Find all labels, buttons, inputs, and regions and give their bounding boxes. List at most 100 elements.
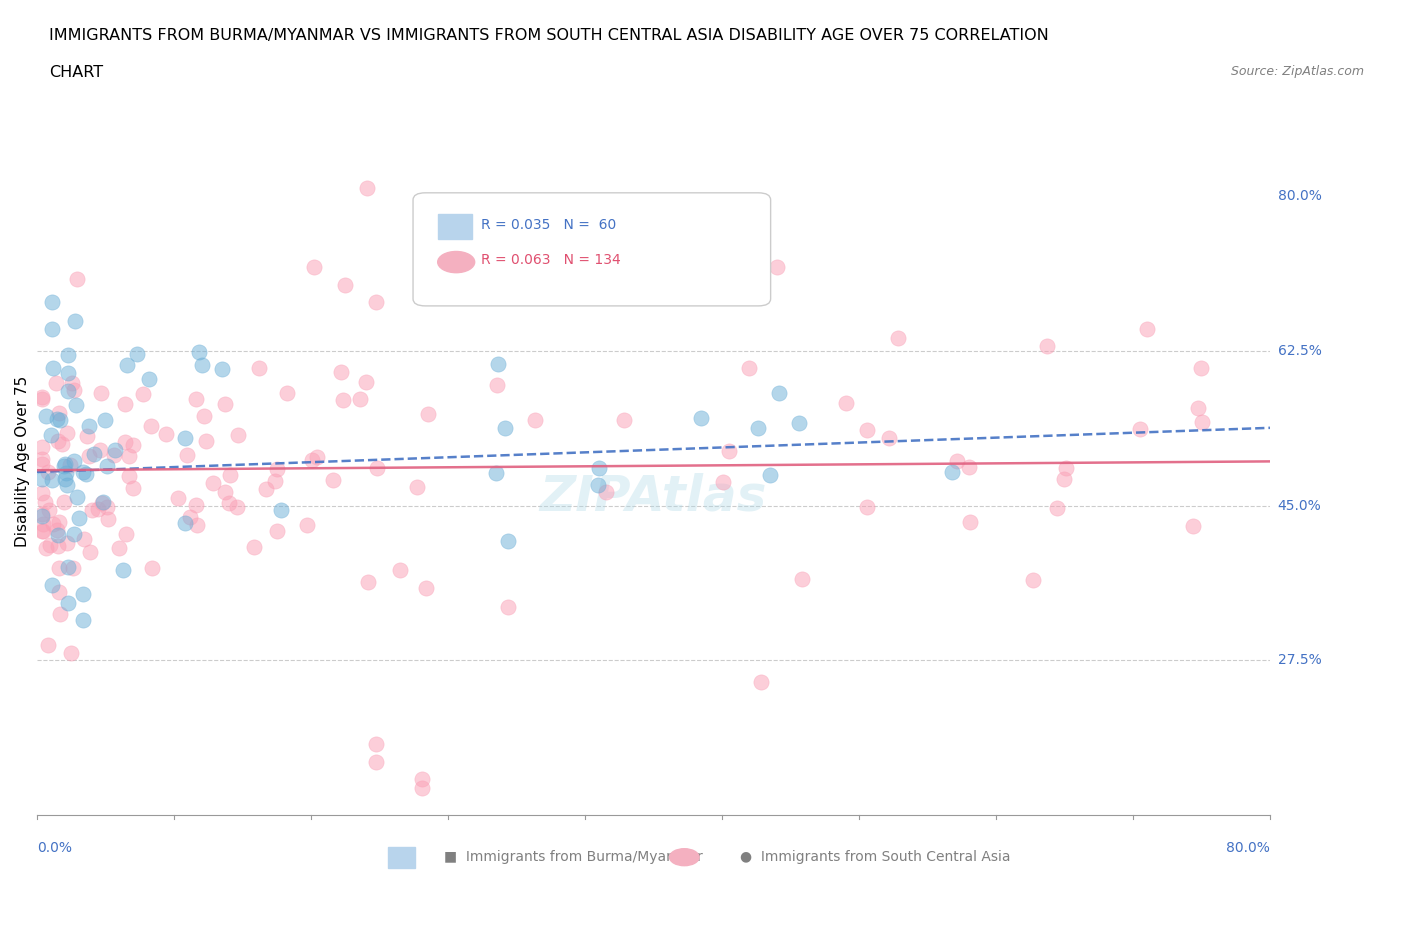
Point — [34, 540, 56, 555]
Point — [214, 485, 236, 499]
Point — [72, 465, 94, 480]
Point — [211, 361, 233, 376]
Text: Source: ZipAtlas.com: Source: ZipAtlas.com — [1230, 65, 1364, 78]
Point — [179, 510, 201, 525]
Point — [415, 581, 437, 596]
Point — [127, 347, 149, 362]
Point — [91, 494, 114, 509]
Point — [588, 460, 610, 475]
Point — [173, 431, 195, 445]
Point — [76, 429, 98, 444]
Point — [586, 478, 609, 493]
Point — [226, 499, 249, 514]
Point — [276, 385, 298, 400]
Point — [42, 517, 65, 532]
Point — [1054, 460, 1077, 475]
Point — [67, 511, 90, 525]
Point — [855, 423, 877, 438]
Point — [72, 587, 94, 602]
Point — [52, 458, 75, 473]
Point — [35, 408, 58, 423]
Point — [49, 606, 72, 621]
Point — [37, 638, 59, 653]
Point — [46, 433, 69, 448]
Point — [485, 378, 508, 392]
Point — [53, 472, 76, 486]
Point — [38, 503, 60, 518]
Point — [335, 277, 357, 292]
Point — [366, 460, 388, 475]
FancyBboxPatch shape — [413, 193, 770, 306]
Point — [118, 469, 141, 484]
Point — [56, 536, 79, 551]
Point — [364, 737, 387, 751]
Point — [226, 428, 249, 443]
Point — [329, 365, 352, 379]
Text: 62.5%: 62.5% — [1278, 344, 1322, 358]
Point — [186, 517, 208, 532]
Point — [176, 447, 198, 462]
Point — [65, 398, 87, 413]
Point — [79, 419, 101, 434]
Point — [39, 428, 62, 443]
Point — [167, 491, 190, 506]
Point — [356, 180, 378, 195]
Point — [595, 485, 617, 499]
Point — [411, 772, 433, 787]
Point — [264, 473, 287, 488]
Point — [1191, 415, 1213, 430]
Point — [94, 412, 117, 427]
Point — [48, 561, 70, 576]
Text: 80.0%: 80.0% — [1278, 190, 1322, 204]
Point — [418, 407, 440, 422]
Point — [751, 675, 773, 690]
Point — [759, 468, 782, 483]
Point — [856, 499, 879, 514]
Point — [104, 443, 127, 458]
Point — [523, 413, 546, 428]
Point — [48, 514, 70, 529]
Point — [48, 405, 70, 420]
Point — [195, 433, 218, 448]
Point — [90, 386, 112, 401]
Point — [96, 499, 118, 514]
Point — [31, 485, 53, 500]
Point — [48, 584, 70, 599]
Text: CHART: CHART — [49, 65, 103, 80]
Text: IMMIGRANTS FROM BURMA/MYANMAR VS IMMIGRANTS FROM SOUTH CENTRAL ASIA DISABILITY A: IMMIGRANTS FROM BURMA/MYANMAR VS IMMIGRA… — [49, 28, 1049, 43]
Text: ●  Immigrants from South Central Asia: ● Immigrants from South Central Asia — [740, 850, 1011, 864]
Point — [97, 512, 120, 526]
Point — [41, 322, 63, 337]
Point — [41, 472, 63, 487]
Point — [139, 418, 162, 433]
Point — [191, 358, 214, 373]
Point — [155, 426, 177, 441]
Point — [406, 480, 429, 495]
Point — [188, 344, 211, 359]
Point — [266, 461, 288, 476]
Point — [38, 538, 60, 552]
Point — [55, 477, 77, 492]
Point — [115, 526, 138, 541]
Point — [55, 426, 77, 441]
Point — [41, 578, 63, 592]
Point — [1181, 518, 1204, 533]
Point — [389, 562, 412, 577]
Point — [132, 387, 155, 402]
Point — [77, 448, 100, 463]
Point — [31, 390, 53, 405]
Point — [45, 412, 67, 427]
Point — [789, 416, 811, 431]
Point — [485, 466, 508, 481]
Point — [103, 447, 125, 462]
Point — [494, 420, 516, 435]
Point — [613, 412, 636, 427]
Point — [1136, 322, 1159, 337]
Point — [946, 454, 969, 469]
Point — [498, 534, 520, 549]
FancyBboxPatch shape — [388, 846, 416, 868]
Point — [114, 434, 136, 449]
Point — [219, 468, 242, 483]
Point — [768, 385, 790, 400]
Point — [56, 560, 79, 575]
